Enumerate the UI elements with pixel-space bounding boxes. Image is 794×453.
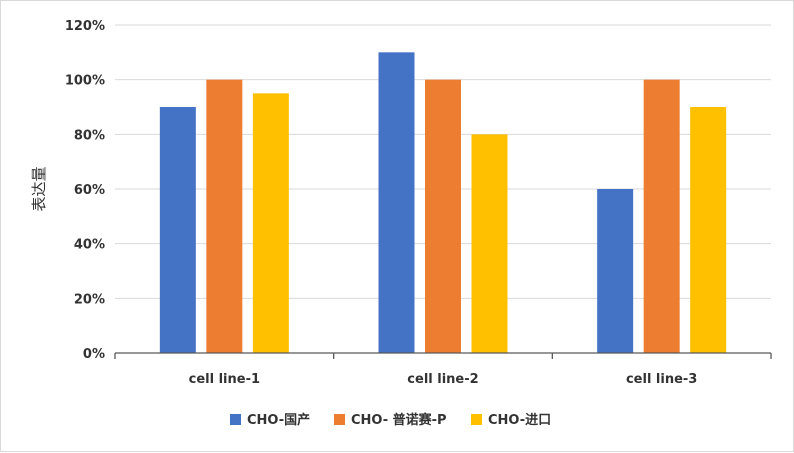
bar bbox=[159, 107, 196, 353]
y-tick-label: 120% bbox=[65, 19, 105, 34]
bars bbox=[159, 52, 727, 354]
x-category-label: cell line-2 bbox=[407, 372, 478, 387]
bar bbox=[643, 79, 680, 354]
x-category-label: cell line-1 bbox=[189, 372, 260, 387]
bar bbox=[206, 79, 243, 354]
bar bbox=[597, 189, 634, 353]
category-labels: cell line-1 cell line-2 cell line-3 bbox=[189, 372, 698, 387]
legend-swatch bbox=[471, 414, 482, 425]
y-tick-label: 60% bbox=[74, 183, 105, 198]
bar bbox=[378, 52, 415, 353]
x-axis bbox=[114, 352, 772, 359]
y-axis-label: 表达量 bbox=[30, 166, 48, 211]
bar bbox=[471, 134, 508, 353]
x-category-label: cell line-3 bbox=[626, 372, 697, 387]
legend: CHO-国产 CHO- 普诺赛-P CHO-进口 bbox=[230, 412, 551, 428]
legend-label: CHO-国产 bbox=[247, 412, 310, 428]
y-axis-ticks: 0% 20% 40% 60% 80% 100% 120% bbox=[65, 19, 105, 362]
y-tick-label: 80% bbox=[74, 128, 105, 143]
y-tick-label: 40% bbox=[74, 238, 105, 253]
bar bbox=[690, 107, 727, 353]
legend-swatch bbox=[334, 414, 345, 425]
legend-label: CHO-进口 bbox=[488, 413, 551, 428]
y-tick-label: 100% bbox=[65, 74, 105, 89]
y-tick-label: 20% bbox=[74, 292, 105, 307]
y-tick-label: 0% bbox=[83, 347, 105, 362]
legend-swatch bbox=[230, 414, 241, 425]
bar bbox=[252, 93, 289, 353]
legend-label: CHO- 普诺赛-P bbox=[351, 412, 447, 428]
bar bbox=[425, 79, 461, 354]
